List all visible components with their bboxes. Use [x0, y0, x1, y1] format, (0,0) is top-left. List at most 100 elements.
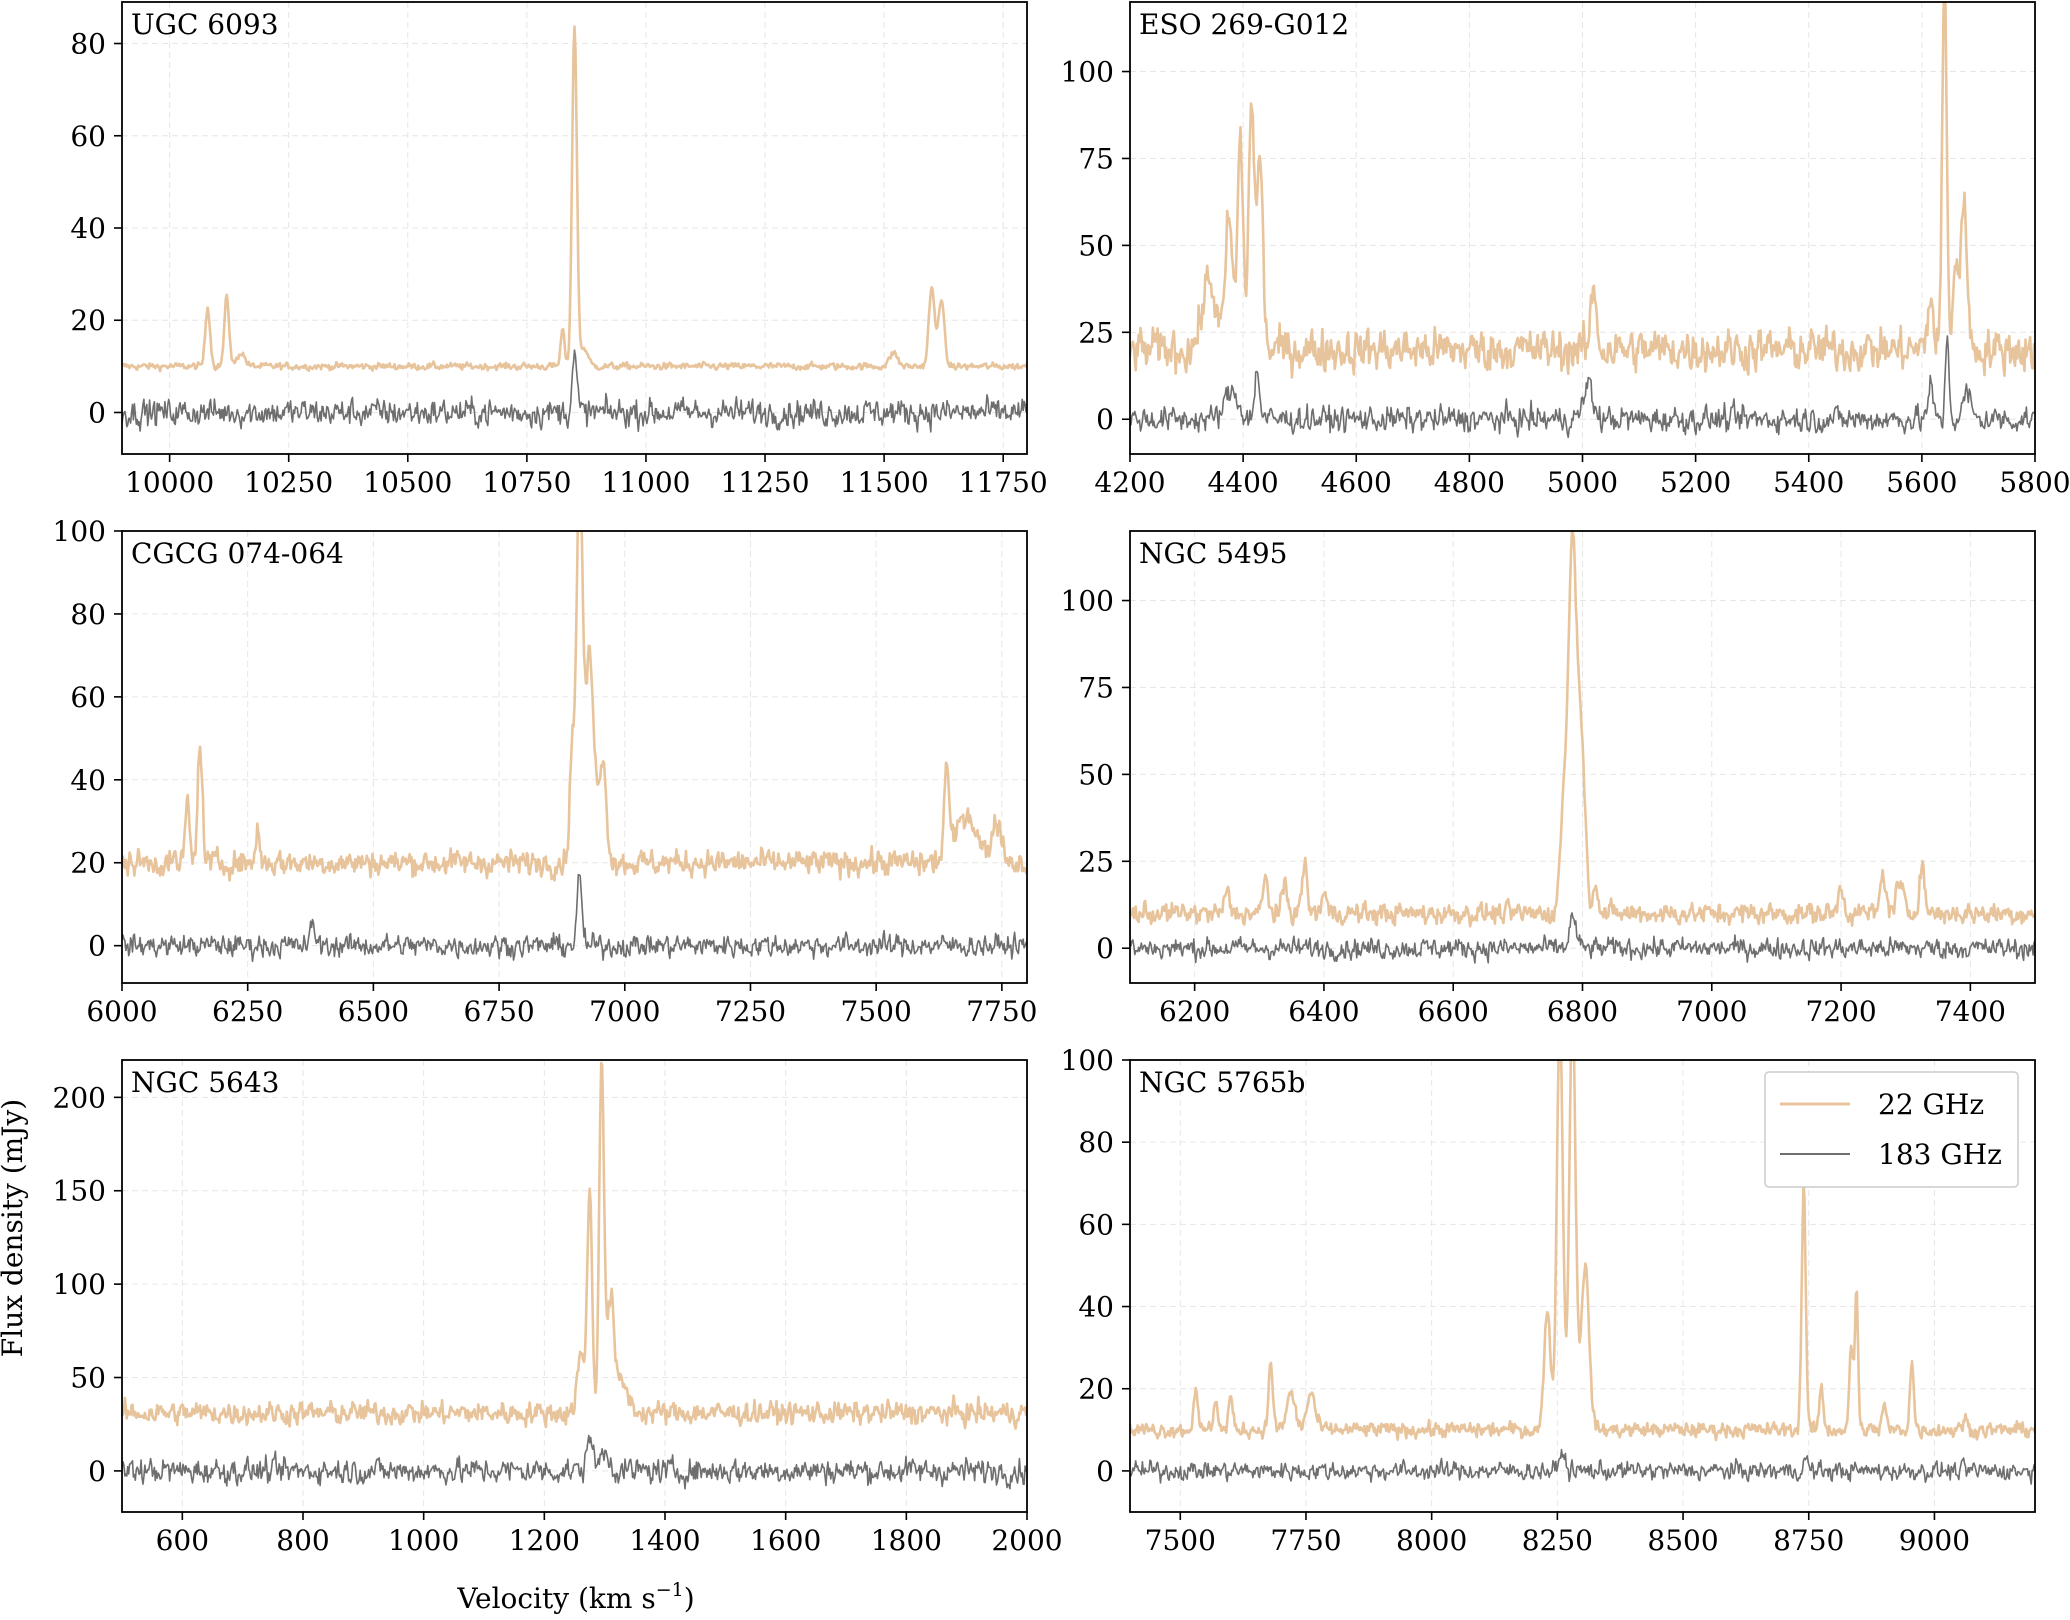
x-tick-label: 10250	[244, 466, 333, 499]
x-tick-label: 9000	[1899, 1524, 1970, 1557]
x-tick-label: 7000	[589, 995, 660, 1028]
panel-title-ugc-6093: UGC 6093	[131, 8, 279, 41]
x-tick-label: 1400	[629, 1524, 700, 1557]
x-tick-label: 6500	[338, 995, 409, 1028]
y-tick-label: 75	[1078, 671, 1114, 704]
x-tick-label: 8000	[1396, 1524, 1467, 1557]
x-axis-label-sup: −1	[656, 1579, 684, 1601]
x-tick-label: 7250	[715, 995, 786, 1028]
y-tick-label: 100	[1061, 56, 1114, 89]
legend: 22 GHz 183 GHz	[1764, 1071, 2019, 1188]
y-tick-label: 0	[1096, 932, 1114, 965]
x-tick-label: 10500	[363, 466, 452, 499]
x-tick-label: 8500	[1647, 1524, 1718, 1557]
y-tick-label: 150	[53, 1175, 106, 1208]
panel-title-ngc-5495: NGC 5495	[1139, 537, 1287, 570]
x-tick-label: 11000	[601, 466, 690, 499]
y-tick-label: 100	[53, 1268, 106, 1301]
x-tick-label: 5400	[1773, 466, 1844, 499]
y-tick-label: 25	[1078, 845, 1114, 878]
series-183ghz-cgcg-074-064	[122, 873, 1027, 963]
y-tick-label: 50	[70, 1362, 106, 1395]
y-tick-label: 0	[88, 930, 106, 963]
legend-frame	[1764, 1071, 2019, 1188]
panels: 100 0 0 10250 10500 10750 11000 11250 11500 11750…	[53, 1, 2070, 1557]
x-tick-label: 7750	[1270, 1524, 1341, 1557]
series-22ghz-ngc-5643	[122, 1061, 1027, 1430]
x-tick-label: 7400	[1935, 995, 2006, 1028]
y-tick-label: 40	[70, 764, 106, 797]
legend-label-183ghz: 183 GHz	[1878, 1138, 2002, 1171]
x-tick-label: 8250	[1522, 1524, 1593, 1557]
axes-frame-ngc-5643	[121, 1059, 1028, 1513]
x-tick-label: 2000	[991, 1524, 1062, 1557]
x-tick-label: 11500	[840, 466, 929, 499]
panel-eso-269-g012: 4200 4400 4600 4800 5000 5200 5400 5600 5800 0 25 5…	[1061, 1, 2070, 499]
series-183ghz-ugc-6093	[122, 349, 1027, 433]
y-tick-label: 20	[70, 847, 106, 880]
x-tick-label: 7500	[841, 995, 912, 1028]
panel-ngc-5765b: 7500 7750 8000 8250 8500 8750 9000 0 20 40 60 80 100…	[1061, 1044, 2036, 1557]
panel-ngc-5495: 6200 6400 6600 6800 7000 7200 7400 0 25 50 75 100 NG…	[1061, 530, 2036, 1028]
panel-cgcg-074-064: 6000 6250 6500 6750 7000 7250 7500 7750 0 20 40 60 8…	[53, 515, 1038, 1028]
x-tick-label: 4600	[1321, 466, 1392, 499]
panel-ugc-6093: 10000 10250 10500 10750 11000 11250 11500 11750…	[70, 1, 1048, 499]
x-tick-label: 600	[156, 1524, 209, 1557]
x-tick-label: 5800	[1999, 466, 2070, 499]
y-tick-label: 60	[70, 120, 106, 153]
y-tick-label: 40	[1078, 1291, 1114, 1324]
series-22ghz-eso-269-g012	[1130, 2, 2035, 379]
series-22ghz-ugc-6093	[122, 25, 1027, 373]
x-tick-label: 7200	[1805, 995, 1876, 1028]
panel-title-eso-269-g012: ESO 269-G012	[1139, 8, 1349, 41]
y-tick-label: 60	[70, 681, 106, 714]
x-tick-label: 1200	[509, 1524, 580, 1557]
x-tick-label: 10750	[482, 466, 571, 499]
y-tick-label: 75	[1078, 142, 1114, 175]
x-tick-label: 6000	[86, 995, 157, 1028]
x-tick-label: 6400	[1288, 995, 1359, 1028]
series-183ghz-eso-269-g012	[1130, 335, 2035, 439]
x-tick-label: 800	[276, 1524, 329, 1557]
x-tick-label: 6750	[463, 995, 534, 1028]
x-tick-label: 7750	[966, 995, 1037, 1028]
x-tick-label: 7000	[1676, 995, 1747, 1028]
y-tick-label: 60	[1078, 1208, 1114, 1241]
panel-title-ngc-5765b: NGC 5765b	[1139, 1066, 1305, 1099]
x-tick-label: 6250	[212, 995, 283, 1028]
x-axis-label-main: Velocity (km s	[456, 1582, 655, 1615]
x-tick-label: 4200	[1094, 466, 1165, 499]
legend-label-22ghz: 22 GHz	[1878, 1088, 1984, 1121]
x-tick-label: 8750	[1773, 1524, 1844, 1557]
axes-frame-ngc-5765b	[1129, 1059, 2036, 1513]
y-tick-label: 50	[1078, 229, 1114, 262]
y-axis-label: Flux density (mJy)	[0, 1099, 29, 1357]
x-tick-label: 5000	[1547, 466, 1618, 499]
series-22ghz-ngc-5495	[1130, 531, 2035, 928]
y-tick-label: 80	[1078, 1126, 1114, 1159]
y-tick-label: 100	[53, 515, 106, 548]
x-tick-label: 11750	[959, 466, 1048, 499]
y-tick-label: 200	[53, 1081, 106, 1114]
y-tick-label: 100	[1061, 1044, 1114, 1077]
y-tick-label: 100	[1061, 585, 1114, 618]
axes-frame-cgcg-074-064	[121, 530, 1028, 984]
x-tick-label: 1600	[750, 1524, 821, 1557]
y-tick-label: 20	[70, 304, 106, 337]
x-tick-label: 6800	[1547, 995, 1618, 1028]
x-tick-label: 6600	[1418, 995, 1489, 1028]
y-tick-label: 50	[1078, 758, 1114, 791]
series-183ghz-ngc-5495	[1130, 912, 2035, 964]
panel-ngc-5643: 600 800 1000 1200 1400 1600 1800 2000 0 50 100 150 2…	[53, 1059, 1063, 1557]
x-tick-label: 11250	[720, 466, 809, 499]
y-tick-label: 0	[88, 1455, 106, 1488]
x-tick-label: 5200	[1660, 466, 1731, 499]
series-183ghz-ngc-5643	[122, 1434, 1027, 1490]
x-tick-label: 7500	[1145, 1524, 1216, 1557]
y-tick-label: 20	[1078, 1373, 1114, 1406]
y-tick-label: 0	[1096, 1455, 1114, 1488]
x-tick-label: 6200	[1159, 995, 1230, 1028]
series-183ghz-ngc-5765b	[1130, 1448, 2035, 1485]
x-axis-label-end: )	[684, 1582, 695, 1615]
